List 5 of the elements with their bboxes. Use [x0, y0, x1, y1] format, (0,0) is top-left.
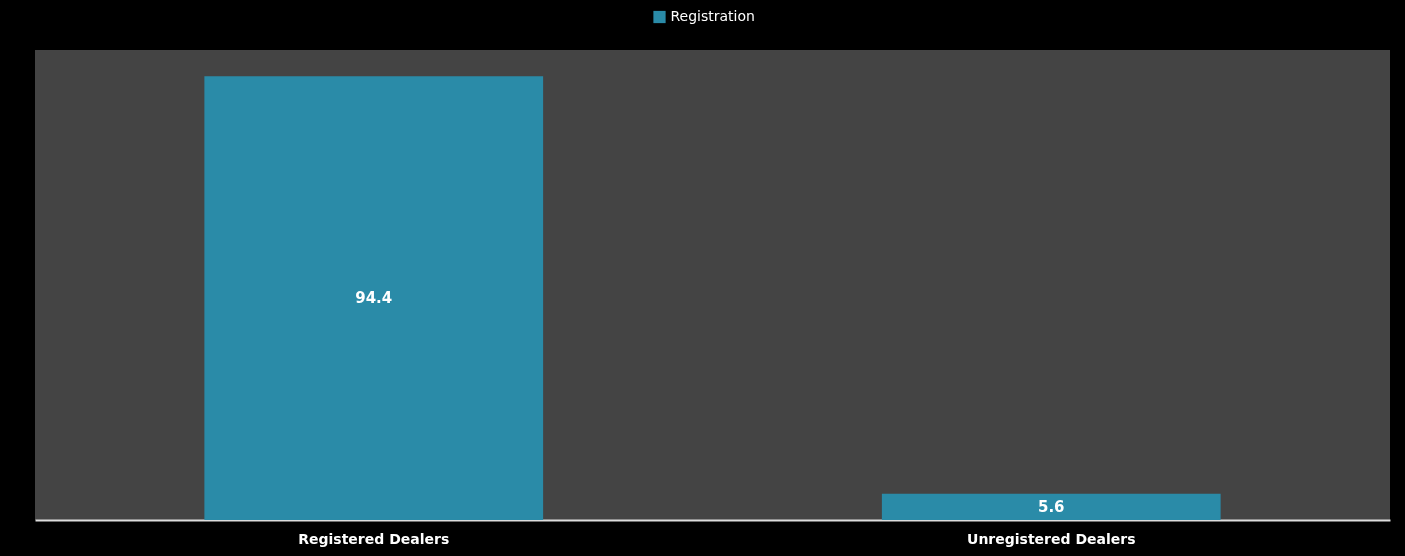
x-tick-label: Registered Dealers [298, 530, 450, 547]
x-tick-label: Unregistered Dealers [967, 530, 1136, 547]
data-label: 5.6 [1037, 497, 1065, 516]
legend-label: Registration [670, 8, 755, 24]
data-label: 94.4 [355, 289, 393, 308]
